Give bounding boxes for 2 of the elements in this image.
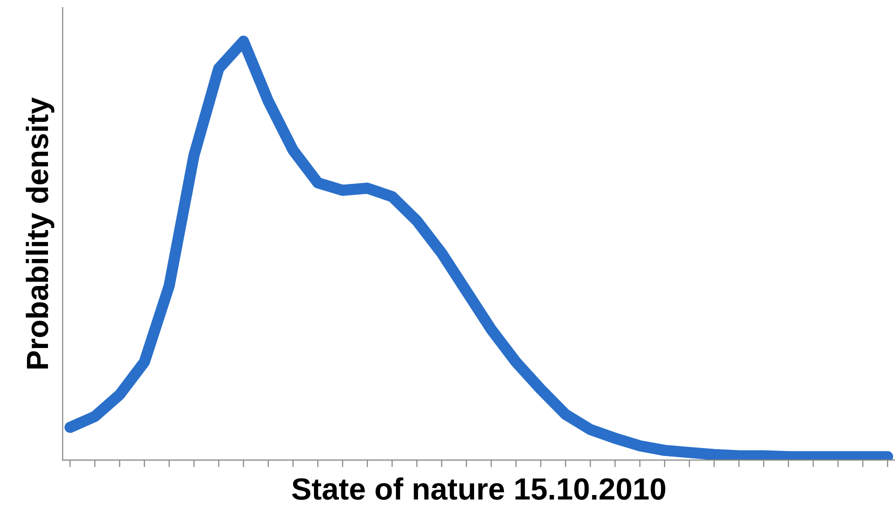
y-axis-title: Probability density xyxy=(26,97,54,368)
x-axis-title: State of nature 15.10.2010 xyxy=(292,477,666,500)
